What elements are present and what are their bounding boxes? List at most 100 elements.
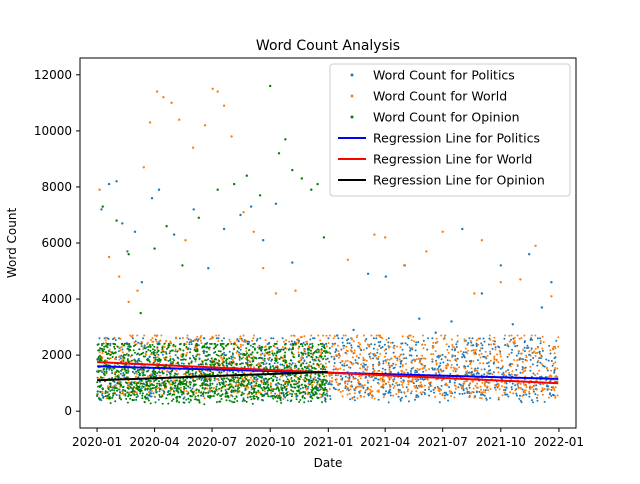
band-point <box>224 385 227 388</box>
band-point <box>187 348 189 351</box>
band-point <box>200 394 203 397</box>
band-point <box>409 334 412 337</box>
band-point <box>492 339 495 342</box>
band-point <box>217 334 220 337</box>
band-point <box>185 390 188 393</box>
band-point <box>187 385 190 388</box>
band-point <box>480 342 483 345</box>
band-point <box>298 361 301 364</box>
band-point <box>293 365 296 368</box>
band-point <box>254 384 257 387</box>
band-point <box>230 357 233 360</box>
band-point <box>379 334 382 337</box>
band-point <box>474 369 477 372</box>
band-point <box>196 378 199 381</box>
band-point <box>442 361 445 364</box>
band-point <box>104 390 107 393</box>
band-point <box>451 348 454 351</box>
band-point <box>462 351 465 354</box>
band-point <box>435 337 438 340</box>
band-point <box>278 357 281 360</box>
band-point <box>536 372 539 375</box>
band-point <box>101 387 104 390</box>
data-point <box>418 317 421 320</box>
band-point <box>215 344 217 347</box>
band-point <box>328 388 331 390</box>
band-point <box>101 342 104 345</box>
band-point <box>127 354 130 357</box>
band-point <box>184 379 187 382</box>
band-point <box>154 401 157 404</box>
band-point <box>465 360 468 363</box>
band-point <box>109 389 112 392</box>
band-point <box>483 340 486 343</box>
band-point <box>198 377 201 380</box>
band-point <box>142 371 145 374</box>
band-point <box>504 389 507 391</box>
band-point <box>529 358 532 361</box>
band-point <box>377 370 380 373</box>
band-point <box>387 337 390 340</box>
band-point <box>182 373 185 376</box>
band-point <box>151 383 154 386</box>
band-point <box>155 388 157 391</box>
band-point <box>494 388 497 391</box>
band-point <box>510 378 513 381</box>
band-point <box>300 391 302 394</box>
band-point <box>133 390 136 393</box>
band-point <box>453 349 456 352</box>
band-point <box>550 389 553 391</box>
legend-label: Regression Line for World <box>373 152 532 167</box>
band-point <box>402 353 405 356</box>
band-point <box>225 344 227 347</box>
band-point <box>341 390 344 392</box>
band-point <box>285 375 288 378</box>
band-point <box>182 380 185 383</box>
band-point <box>205 346 208 349</box>
band-point <box>380 386 383 389</box>
band-point <box>400 342 403 345</box>
band-point <box>222 364 225 367</box>
band-point <box>388 376 391 379</box>
band-point <box>335 354 338 357</box>
band-point <box>470 344 473 347</box>
band-point <box>503 391 506 394</box>
band-point <box>203 337 206 340</box>
band-point <box>259 364 262 367</box>
band-point <box>553 352 556 355</box>
band-point <box>178 395 181 398</box>
band-point <box>387 381 390 384</box>
band-point <box>215 337 218 340</box>
band-point <box>512 392 515 395</box>
band-point <box>514 341 517 344</box>
band-point <box>169 350 172 353</box>
band-point <box>477 343 480 346</box>
band-point <box>148 385 151 388</box>
band-point <box>271 352 274 355</box>
band-point <box>295 398 298 401</box>
band-point <box>165 351 167 354</box>
band-point <box>171 383 174 386</box>
band-point <box>348 342 351 345</box>
band-point <box>372 379 375 382</box>
band-point <box>238 351 241 354</box>
band-point <box>447 345 450 348</box>
band-point <box>274 392 277 395</box>
band-point <box>451 345 454 348</box>
band-point <box>155 391 158 394</box>
band-point <box>160 334 163 337</box>
band-point <box>480 368 483 371</box>
band-point <box>264 362 267 365</box>
band-point <box>341 395 344 398</box>
band-point <box>128 384 131 387</box>
band-point <box>256 346 259 349</box>
band-point <box>102 376 105 379</box>
band-point <box>297 377 300 380</box>
band-point <box>209 363 212 366</box>
band-point <box>539 383 542 386</box>
band-point <box>104 339 107 342</box>
band-point <box>216 389 219 392</box>
band-point <box>291 393 294 396</box>
band-point <box>286 366 289 369</box>
x-axis-label: Date <box>314 456 343 470</box>
